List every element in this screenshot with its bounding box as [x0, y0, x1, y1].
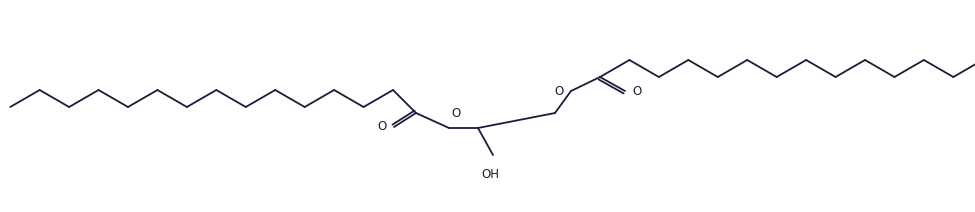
Text: O: O — [632, 85, 642, 98]
Text: O: O — [555, 85, 564, 98]
Text: O: O — [377, 120, 387, 134]
Text: OH: OH — [481, 169, 499, 181]
Text: O: O — [451, 107, 460, 120]
